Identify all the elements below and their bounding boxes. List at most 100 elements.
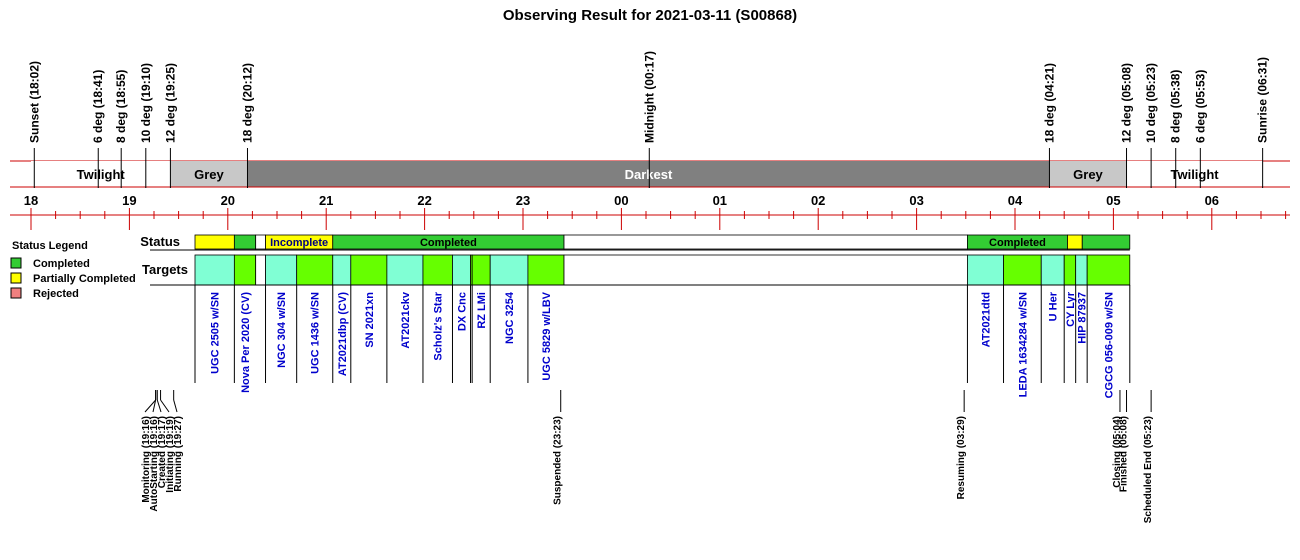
system-event-label: Resuming (03:29) bbox=[956, 416, 967, 499]
sky-phase-band: Twilight Grey Darkest Grey Twilight bbox=[10, 160, 1290, 188]
sky-event-label: Midnight (00:17) bbox=[642, 51, 656, 143]
legend-swatch-rejected bbox=[10, 287, 22, 299]
sky-event-label: 10 deg (19:10) bbox=[139, 63, 153, 143]
target-name-label: UGC 5829 w/LBV bbox=[541, 291, 553, 380]
hour-tick-label: 23 bbox=[516, 193, 530, 208]
system-event-label: Initiating (19:19) bbox=[165, 416, 176, 493]
phase-twilight-band bbox=[1126, 161, 1263, 187]
target-block bbox=[350, 254, 388, 286]
hour-tick-label: 06 bbox=[1205, 193, 1219, 208]
sky-event-label: Sunset (18:02) bbox=[27, 61, 41, 143]
system-event-label: Finished (05:08) bbox=[1119, 416, 1130, 492]
phase-label: Twilight bbox=[77, 167, 126, 182]
hour-tick-label: 20 bbox=[221, 193, 235, 208]
sky-event-label: 6 deg (18:41) bbox=[91, 70, 105, 143]
system-event-leader bbox=[173, 399, 178, 413]
targets-row: UGC 2505 w/SN Nova Per 2020 (CV) NGC 304 w… bbox=[150, 254, 1131, 398]
hour-tick-label: 19 bbox=[122, 193, 136, 208]
legend-swatch-partial bbox=[10, 272, 22, 284]
target-name-label: CGCG 056-009 w/SN bbox=[1103, 292, 1115, 398]
legend-item-label: Partially Completed bbox=[33, 273, 136, 285]
system-event-label: AutoStarting (19:16) bbox=[149, 416, 160, 512]
target-name-label: U Her bbox=[1048, 291, 1060, 321]
target-name-label: NGC 3254 bbox=[504, 291, 516, 344]
chart-title: Observing Result for 2021-03-11 (S00868) bbox=[503, 7, 797, 24]
hour-tick-label: 22 bbox=[417, 193, 431, 208]
legend-item-label: Completed bbox=[33, 258, 90, 270]
hour-tick-label: 21 bbox=[319, 193, 333, 208]
target-name-label: Nova Per 2020 (CV) bbox=[240, 292, 252, 393]
hour-tick-label: 00 bbox=[614, 193, 628, 208]
target-name-label: SN 2021xn bbox=[364, 292, 376, 348]
sky-event-label: 8 deg (05:38) bbox=[1169, 70, 1183, 143]
sky-event-label: Sunrise (06:31) bbox=[1256, 57, 1270, 143]
target-name-label: Scholz's Star bbox=[433, 291, 445, 360]
sky-event-label: 18 deg (04:21) bbox=[1042, 63, 1056, 143]
hour-tick-label: 05 bbox=[1106, 193, 1120, 208]
status-segment-completed bbox=[233, 234, 257, 250]
system-event-markers: Monitoring (19:16)AutoStarting (19:16)Cr… bbox=[141, 390, 1154, 523]
target-block bbox=[265, 254, 298, 286]
target-block bbox=[489, 254, 529, 286]
target-block bbox=[471, 254, 491, 286]
sky-event-label: 6 deg (05:53) bbox=[1193, 70, 1207, 143]
target-name-label: UGC 1436 w/SN bbox=[310, 292, 322, 374]
hour-tick-label: 03 bbox=[909, 193, 923, 208]
system-event-leader bbox=[160, 399, 170, 413]
phase-label: Grey bbox=[194, 167, 224, 182]
target-block bbox=[386, 254, 424, 286]
sky-event-label: 12 deg (19:25) bbox=[163, 63, 177, 143]
target-name-label: HIP 87937 bbox=[1076, 292, 1088, 344]
hour-axis: 18 19 20 21 22 23 00 01 02 03 04 05 06 bbox=[10, 193, 1290, 230]
system-event-label: Running (19:27) bbox=[173, 416, 184, 492]
system-event-label: Created (19:17) bbox=[157, 416, 168, 488]
hour-tick-label: 01 bbox=[713, 193, 727, 208]
phase-grey-band bbox=[1049, 161, 1127, 187]
phase-darkest-band bbox=[247, 161, 1050, 187]
sky-event-markers: Sunset (18:02) 6 deg (18:41) 8 deg (18:55)… bbox=[27, 51, 1270, 188]
target-block bbox=[255, 254, 266, 286]
status-segment-label: Incomplete bbox=[270, 237, 328, 249]
system-event-label: Monitoring (19:16) bbox=[141, 416, 152, 503]
legend-swatch-completed bbox=[10, 257, 22, 269]
target-block bbox=[1075, 254, 1088, 286]
target-block bbox=[967, 254, 1004, 286]
sky-event-label: 10 deg (05:23) bbox=[1144, 63, 1158, 143]
phase-label: Grey bbox=[1073, 167, 1103, 182]
system-event-label: Scheduled End (05:23) bbox=[1143, 416, 1154, 523]
status-segment-partial bbox=[1067, 234, 1083, 250]
legend-item-label: Rejected bbox=[33, 288, 79, 300]
target-block bbox=[1003, 254, 1042, 286]
status-segment-none bbox=[563, 234, 968, 250]
target-name-label: RZ LMi bbox=[476, 292, 488, 329]
status-row: Incomplete Completed Completed bbox=[150, 234, 1131, 251]
system-event-leader bbox=[152, 399, 157, 413]
target-block bbox=[422, 254, 453, 286]
target-name-label: AT2021ckv bbox=[400, 291, 412, 349]
hour-tick-label: 04 bbox=[1008, 193, 1023, 208]
status-segment-completed bbox=[1081, 234, 1131, 250]
target-name-label: UGC 2505 w/SN bbox=[210, 292, 222, 374]
target-block bbox=[563, 254, 968, 286]
hour-tick-label: 18 bbox=[24, 193, 38, 208]
system-event-label: Closing (05:04) bbox=[1112, 416, 1123, 488]
target-block bbox=[452, 254, 471, 286]
target-name-label: LEDA 1634284 w/SN bbox=[1017, 292, 1029, 397]
target-name-label: CY Lyr bbox=[1065, 291, 1077, 327]
target-name-label: AT2021dtd bbox=[980, 292, 992, 347]
system-event-leader bbox=[144, 399, 157, 413]
sky-event-label: 18 deg (20:12) bbox=[240, 63, 254, 143]
targets-row-label: Targets bbox=[142, 262, 188, 277]
target-block bbox=[1040, 254, 1065, 286]
status-segment-label: Completed bbox=[989, 237, 1046, 249]
status-segment-none bbox=[255, 234, 266, 250]
status-segment-label: Completed bbox=[420, 237, 477, 249]
target-block bbox=[296, 254, 334, 286]
phase-twilight-band bbox=[31, 161, 171, 187]
hour-tick-label: 02 bbox=[811, 193, 825, 208]
status-segment-partial bbox=[194, 234, 235, 250]
target-block bbox=[332, 254, 352, 286]
target-block bbox=[527, 254, 565, 286]
target-block bbox=[233, 254, 257, 286]
